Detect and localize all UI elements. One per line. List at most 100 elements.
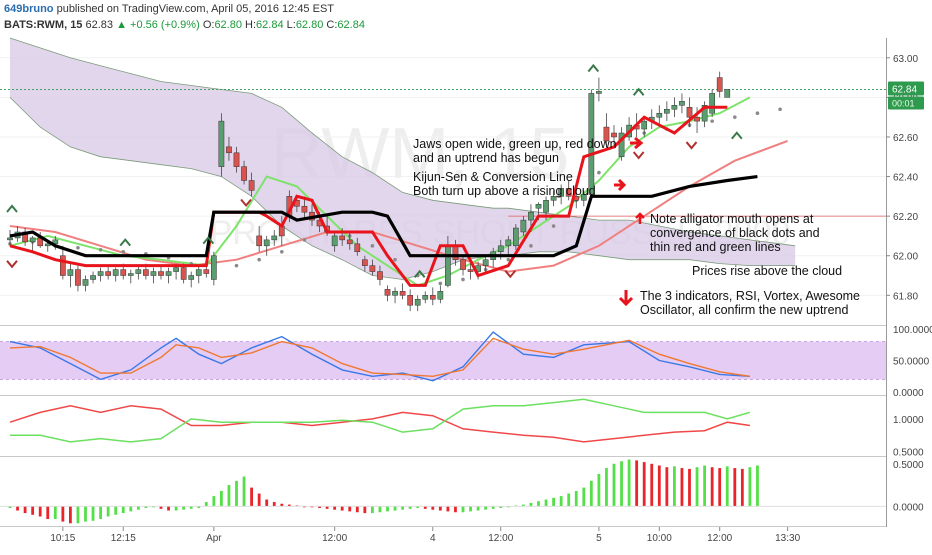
awesome-oscillator-bar: [280, 503, 284, 507]
candle-body: [656, 112, 663, 118]
buy-signal-icon: [587, 63, 600, 73]
candle-body: [362, 259, 368, 266]
awesome-oscillator-bar: [476, 506, 480, 511]
candle-body: [90, 275, 96, 280]
candle-body: [452, 245, 459, 260]
lagging-dot: [529, 244, 533, 248]
awesome-oscillator-bar: [688, 468, 691, 507]
awesome-oscillator-bar: [31, 506, 35, 515]
awesome-oscillator-bar: [325, 506, 329, 509]
candle-body: [497, 245, 504, 253]
candle-body: [369, 265, 376, 272]
candle-body: [75, 269, 81, 286]
awesome-oscillator-bar: [272, 502, 276, 507]
candle-body: [271, 235, 278, 241]
candle-body: [203, 269, 210, 274]
awesome-oscillator-bar: [257, 493, 261, 507]
candle-body: [422, 295, 429, 300]
candle-body: [60, 255, 66, 276]
candle-body: [513, 227, 519, 247]
symbol-label[interactable]: BATS:RWM, 15: [4, 19, 83, 31]
awesome-oscillator-bar: [529, 502, 533, 507]
awesome-oscillator-bar: [204, 502, 208, 507]
last-price: 62.83: [85, 19, 114, 31]
awesome-oscillator-bar: [673, 466, 676, 507]
candle-body: [414, 299, 421, 306]
awesome-oscillator-bar: [333, 506, 337, 510]
annotation-jaws: Jaws open wide, green up, red down and an…: [413, 137, 617, 165]
price-tick-label: 62.60: [893, 133, 918, 144]
candle-body: [565, 188, 572, 197]
lagging-dot: [461, 277, 465, 282]
ichimoku-cloud: [10, 38, 796, 280]
publisher-name[interactable]: 649bruno: [4, 3, 54, 15]
awesome-oscillator-bar: [348, 506, 352, 512]
lagging-dot: [280, 249, 284, 254]
candle-body: [664, 109, 670, 114]
awesome-oscillator-bar: [416, 506, 420, 508]
candle-body: [67, 269, 74, 276]
candle-body: [339, 235, 346, 241]
candle-body: [588, 93, 595, 195]
candle-body: [97, 271, 104, 276]
candle-body: [218, 120, 225, 167]
awesome-oscillator-bar: [220, 491, 223, 507]
candle-body: [528, 211, 534, 221]
awesome-oscillator-bar: [710, 467, 714, 507]
vortex-series-line: [10, 398, 751, 443]
awesome-oscillator-bar: [23, 506, 27, 514]
awesome-oscillator-bar: [446, 506, 450, 512]
awesome-oscillator-bar: [665, 467, 669, 507]
buy-signal-icon: [202, 236, 215, 245]
candle-body: [392, 291, 398, 296]
price-tag-countdown: 00:01: [892, 98, 915, 108]
candle-body: [105, 271, 112, 276]
awesome-oscillator-bar: [303, 506, 306, 508]
buy-signal-icon: [6, 204, 18, 213]
lagging-dot: [597, 170, 601, 175]
price-tag-price: 62.84: [892, 84, 917, 95]
rsi-series-line: [9, 337, 751, 378]
awesome-oscillator-bar: [454, 506, 457, 513]
candle-body: [407, 295, 413, 306]
time-tick-label: 4: [430, 533, 436, 544]
awesome-oscillator-bar: [235, 480, 238, 507]
rsi-tick-label: 100.0000: [893, 325, 932, 336]
awesome-oscillator-bar: [408, 506, 412, 509]
price-tick-label: 61.80: [893, 291, 918, 302]
awesome-oscillator-bar: [506, 506, 510, 508]
price-tag-countdown-box: [888, 96, 924, 110]
awesome-oscillator-bar: [567, 493, 571, 507]
candle-body: [596, 91, 602, 94]
awesome-oscillator-bar: [657, 465, 661, 507]
awesome-oscillator-bar: [620, 461, 623, 507]
vortex-tick-label: 0.5000: [893, 448, 924, 459]
lagging-dot: [438, 281, 443, 286]
awesome-oscillator-bar: [340, 506, 344, 511]
candle-body: [520, 219, 527, 233]
candle-body: [52, 239, 59, 245]
awesome-oscillator-bar: [491, 506, 495, 509]
time-tick-label: 5: [596, 533, 602, 544]
price-change: ▲ +0.56 (+0.9%): [116, 19, 200, 31]
awesome-oscillator-bar: [559, 496, 563, 507]
buy-signal-icon: [632, 87, 645, 96]
candle-body: [150, 271, 157, 276]
awesome-oscillator-bar: [612, 463, 616, 507]
time-tick-label: 12:00: [488, 533, 513, 544]
lagging-dot: [551, 224, 556, 228]
awesome-oscillator-bar: [53, 506, 57, 520]
awesome-oscillator-bar: [544, 499, 548, 507]
price-tick-label: 62.20: [893, 212, 918, 223]
candle-body: [679, 101, 685, 106]
awesome-oscillator-bar: [461, 506, 465, 513]
candle-body: [467, 269, 474, 272]
annotation-kijun: Kijun-Sen & Conversion Line Both turn up …: [413, 170, 596, 198]
awesome-oscillator-bar: [8, 506, 12, 508]
sell-signal-icon: [632, 151, 645, 160]
awesome-oscillator-bar: [703, 465, 706, 507]
candle-body: [354, 243, 361, 253]
time-tick-label: 10:00: [647, 533, 672, 544]
awesome-oscillator-bar: [159, 506, 163, 509]
